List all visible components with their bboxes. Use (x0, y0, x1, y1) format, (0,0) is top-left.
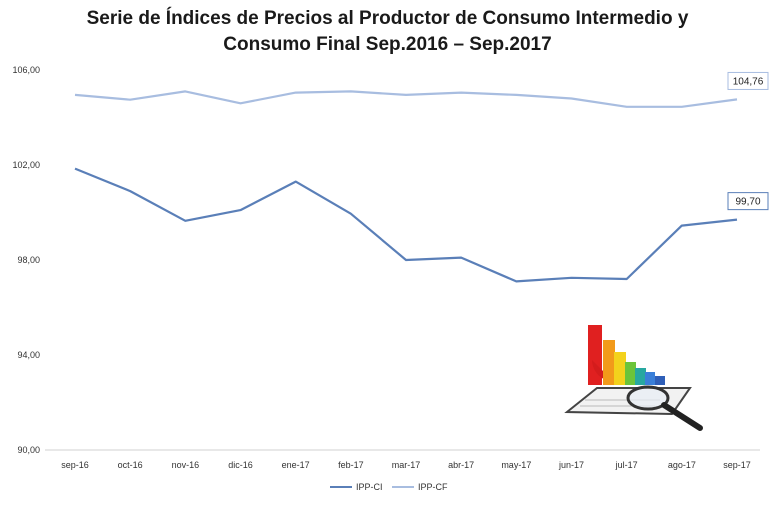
x-tick-label: abr-17 (448, 460, 474, 470)
chart-report-magnifier-icon (564, 325, 703, 431)
series-line-ipp-cf (74, 90, 738, 108)
x-tick-label: mar-17 (392, 460, 421, 470)
legend-label-ipp-ci: IPP-CI (356, 482, 383, 492)
legend-label-ipp-cf: IPP-CF (418, 482, 448, 492)
x-tick-label: ene-17 (282, 460, 310, 470)
y-tick-label: 90,00 (17, 445, 40, 455)
x-tick-label: dic-16 (228, 460, 253, 470)
end-label-box (727, 71, 769, 90)
chart-series (74, 90, 738, 283)
chart-legend: IPP-CI IPP-CF (330, 482, 448, 492)
end-label-ipp-ci: 99,70 (735, 197, 760, 208)
chart-title-line1: Serie de Índices de Precios al Productor… (86, 8, 689, 29)
x-tick-label: sep-17 (723, 460, 751, 470)
y-tick-label: 102,00 (12, 160, 40, 170)
end-label-box (727, 192, 769, 211)
x-tick-label: sep-16 (61, 460, 89, 470)
x-tick-label: may-17 (501, 460, 531, 470)
x-tick-label: nov-16 (172, 460, 200, 470)
x-tick-label: oct-16 (118, 460, 143, 470)
x-tick-label: ago-17 (668, 460, 696, 470)
x-tick-label: jul-17 (615, 460, 638, 470)
chart-axes: 90,00 94,00 98,00 102,00 106,00 sep-16 oct-16 n… (12, 65, 760, 470)
chart-end-labels: 99,70 104,76 (727, 71, 769, 211)
x-tick-label: jun-17 (558, 460, 584, 470)
series-line-ipp-ci (74, 167, 738, 283)
chart-title-line2: Consumo Final Sep.2016 – Sep.2017 (223, 34, 552, 55)
x-tick-label: feb-17 (338, 460, 364, 470)
end-label-ipp-cf: 104,76 (733, 76, 764, 87)
chart-title: Serie de Índices de Precios al Productor… (0, 6, 775, 58)
y-tick-label: 98,00 (17, 255, 40, 265)
y-tick-label: 94,00 (17, 350, 40, 360)
y-tick-label: 106,00 (12, 65, 40, 75)
